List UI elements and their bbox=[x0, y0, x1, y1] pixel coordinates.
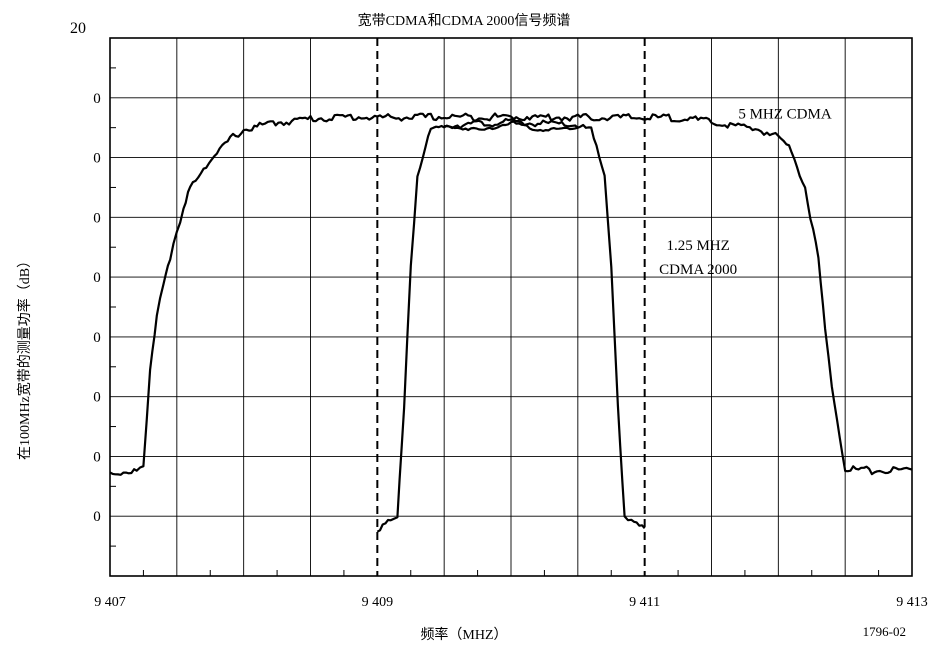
y-tick-label: 0 bbox=[93, 330, 101, 346]
annotation-label: 1.25 MHZ bbox=[666, 238, 729, 254]
series-wcdma-5mhz-line bbox=[109, 112, 913, 476]
series-cdma2000-lower-line bbox=[444, 120, 579, 133]
annotation-label: 5 MHZ CDMA bbox=[738, 107, 832, 123]
series bbox=[109, 112, 913, 533]
y-axis-top-label: 20 bbox=[70, 20, 86, 37]
grid bbox=[110, 38, 912, 576]
y-tick-label: 0 bbox=[93, 270, 101, 286]
figure-id: 1796-02 bbox=[862, 624, 906, 639]
x-tick-label: 9 409 bbox=[362, 595, 394, 610]
x-tick-label: 9 407 bbox=[94, 595, 126, 610]
vertical-markers bbox=[376, 38, 646, 576]
annotation-label: CDMA 2000 bbox=[659, 262, 737, 278]
axes bbox=[109, 37, 913, 577]
x-tick-label: 9 413 bbox=[896, 595, 928, 610]
y-tick-label: 0 bbox=[93, 449, 101, 465]
y-tick-label: 0 bbox=[93, 91, 101, 107]
y-tick-label: 0 bbox=[93, 390, 101, 406]
chart-title: 宽带CDMA和CDMA 2000信号频谱 bbox=[357, 14, 571, 29]
series-cdma2000-upper-line bbox=[376, 117, 646, 533]
annotations: 5 MHZ CDMA 1.25 MHZ CDMA 2000 bbox=[659, 107, 832, 278]
x-tick-label: 9 411 bbox=[629, 595, 660, 610]
y-tick-label: 0 bbox=[93, 509, 101, 525]
x-axis-label: 频率（MHZ） bbox=[420, 628, 508, 643]
tick-labels: 0 0 0 0 0 0 0 0 9 407 9 409 9 411 9 413 bbox=[93, 91, 928, 610]
y-tick-label: 0 bbox=[93, 210, 101, 226]
y-tick-label: 0 bbox=[93, 151, 101, 167]
